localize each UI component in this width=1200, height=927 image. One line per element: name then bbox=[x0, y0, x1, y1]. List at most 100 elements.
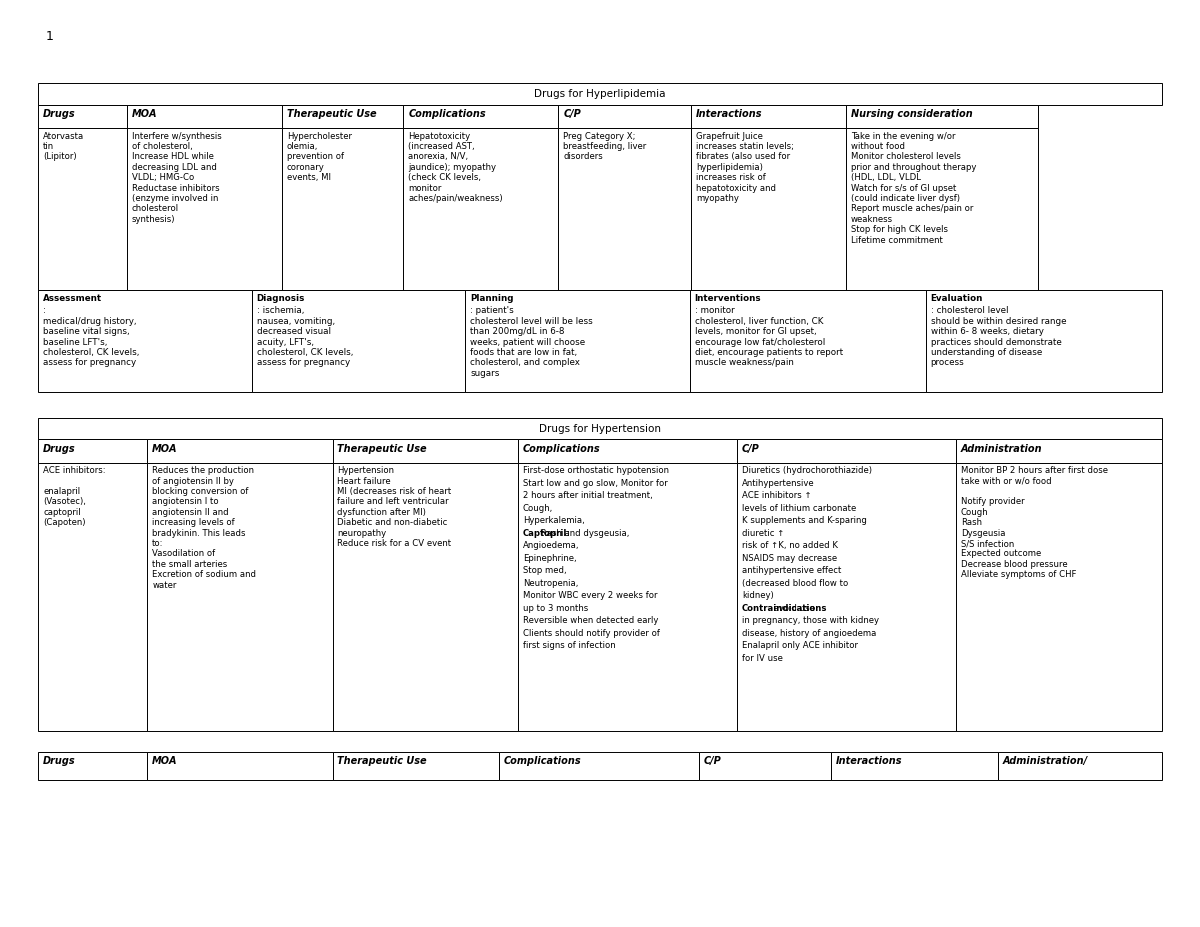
Text: Complications: Complications bbox=[408, 109, 486, 120]
Text: Epinephrine,: Epinephrine, bbox=[523, 554, 576, 563]
Text: Interactions: Interactions bbox=[836, 756, 902, 767]
Bar bbox=[127, 128, 282, 290]
Bar bbox=[499, 752, 698, 780]
Text: MOA: MOA bbox=[152, 444, 178, 454]
Bar bbox=[558, 105, 691, 128]
Bar bbox=[148, 439, 332, 463]
Text: Assessment: Assessment bbox=[43, 294, 102, 303]
Bar bbox=[690, 290, 925, 392]
Text: Administration/: Administration/ bbox=[1002, 756, 1087, 767]
Text: Evaluation: Evaluation bbox=[930, 294, 983, 303]
Bar bbox=[403, 128, 558, 290]
Bar bbox=[518, 463, 737, 731]
Bar bbox=[38, 418, 1162, 439]
Bar bbox=[38, 128, 127, 290]
Text: Drugs: Drugs bbox=[43, 756, 76, 767]
Text: (decreased blood flow to: (decreased blood flow to bbox=[742, 579, 848, 588]
Text: Monitor BP 2 hours after first dose
take with or w/o food

Notify provider
Cough: Monitor BP 2 hours after first dose take… bbox=[961, 466, 1108, 579]
Bar bbox=[846, 105, 1038, 128]
Bar bbox=[148, 463, 332, 731]
Text: K supplements and K-sparing: K supplements and K-sparing bbox=[742, 516, 866, 526]
Text: Monitor WBC every 2 weeks for: Monitor WBC every 2 weeks for bbox=[523, 591, 658, 601]
Text: Nursing consideration: Nursing consideration bbox=[851, 109, 972, 120]
Bar bbox=[148, 752, 332, 780]
Bar bbox=[38, 290, 252, 392]
Text: MOA: MOA bbox=[132, 109, 157, 120]
Bar bbox=[466, 290, 690, 392]
Text: Neutropenia,: Neutropenia, bbox=[523, 579, 578, 588]
Text: Hepatotoxicity
(increased AST,
anorexia, N/V,
jaundice); myopathy
(check CK leve: Hepatotoxicity (increased AST, anorexia,… bbox=[408, 132, 503, 203]
Text: C/P: C/P bbox=[742, 444, 760, 454]
Text: ACE inhibitors ↑: ACE inhibitors ↑ bbox=[742, 491, 811, 501]
Text: Angioedema,: Angioedema, bbox=[523, 541, 580, 551]
Bar bbox=[38, 752, 148, 780]
Text: Complications: Complications bbox=[504, 756, 581, 767]
Text: NSAIDS may decrease: NSAIDS may decrease bbox=[742, 554, 836, 563]
Bar bbox=[925, 290, 1162, 392]
Text: Hypercholester
olemia,
prevention of
coronary
events, MI: Hypercholester olemia, prevention of cor… bbox=[287, 132, 352, 183]
Text: Cough,: Cough, bbox=[523, 504, 553, 513]
Text: Clients should notify provider of: Clients should notify provider of bbox=[523, 629, 660, 638]
Text: Drugs for Hyperlipidemia: Drugs for Hyperlipidemia bbox=[534, 89, 666, 99]
Text: Therapeutic Use: Therapeutic Use bbox=[337, 756, 427, 767]
Bar bbox=[997, 752, 1162, 780]
Text: Complications: Complications bbox=[523, 444, 600, 454]
Text: disease, history of angioedema: disease, history of angioedema bbox=[742, 629, 876, 638]
Bar bbox=[403, 105, 558, 128]
Text: 1: 1 bbox=[46, 30, 54, 43]
Text: diuretic ↑: diuretic ↑ bbox=[742, 529, 785, 538]
Text: C/P: C/P bbox=[703, 756, 721, 767]
Text: Captopril:: Captopril: bbox=[523, 529, 571, 538]
Text: Contraindications: Contraindications bbox=[742, 604, 827, 613]
Bar bbox=[691, 128, 846, 290]
Text: : ischemia,
nausea, vomiting,
decreased visual
acuity, LFT's,
cholesterol, CK le: : ischemia, nausea, vomiting, decreased … bbox=[257, 306, 353, 367]
Bar bbox=[558, 128, 691, 290]
Text: Atorvasta
tin
(Lipitor): Atorvasta tin (Lipitor) bbox=[43, 132, 84, 161]
Bar bbox=[252, 290, 466, 392]
Bar bbox=[737, 439, 956, 463]
Bar bbox=[38, 105, 127, 128]
Text: kidney): kidney) bbox=[742, 591, 774, 601]
Text: Therapeutic Use: Therapeutic Use bbox=[287, 109, 377, 120]
Text: Interventions: Interventions bbox=[695, 294, 761, 303]
Bar bbox=[956, 463, 1162, 731]
Text: up to 3 months: up to 3 months bbox=[523, 604, 588, 613]
Bar bbox=[38, 83, 1162, 105]
Text: : avoid use: : avoid use bbox=[768, 604, 815, 613]
Bar bbox=[38, 439, 148, 463]
Text: Start low and go slow, Monitor for: Start low and go slow, Monitor for bbox=[523, 479, 667, 488]
Bar bbox=[698, 752, 832, 780]
Text: levels of lithium carbonate: levels of lithium carbonate bbox=[742, 504, 856, 513]
Text: Preg Category X;
breastfeeding, liver
disorders: Preg Category X; breastfeeding, liver di… bbox=[563, 132, 647, 161]
Text: Stop med,: Stop med, bbox=[523, 566, 566, 576]
Text: ACE inhibitors:

enalapril
(Vasotec),
captopril
(Capoten): ACE inhibitors: enalapril (Vasotec), cap… bbox=[43, 466, 106, 527]
Bar bbox=[332, 752, 499, 780]
Text: Drugs for Hypertension: Drugs for Hypertension bbox=[539, 424, 661, 434]
Bar bbox=[832, 752, 997, 780]
Text: First-dose orthostatic hypotension: First-dose orthostatic hypotension bbox=[523, 466, 668, 476]
Text: first signs of infection: first signs of infection bbox=[523, 641, 616, 651]
Text: Hyperkalemia,: Hyperkalemia, bbox=[523, 516, 584, 526]
Text: C/P: C/P bbox=[563, 109, 581, 120]
Text: MOA: MOA bbox=[152, 756, 178, 767]
Text: antihypertensive effect: antihypertensive effect bbox=[742, 566, 841, 576]
Text: Grapefruit Juice
increases statin levels;
fibrates (also used for
hyperlipidemia: Grapefruit Juice increases statin levels… bbox=[696, 132, 793, 203]
Text: 2 hours after initial treatment,: 2 hours after initial treatment, bbox=[523, 491, 653, 501]
Bar bbox=[332, 439, 518, 463]
Text: Diagnosis: Diagnosis bbox=[257, 294, 305, 303]
Text: Drugs: Drugs bbox=[43, 109, 76, 120]
Text: Enalapril only ACE inhibitor: Enalapril only ACE inhibitor bbox=[742, 641, 858, 651]
Bar bbox=[332, 463, 518, 731]
Text: :
medical/drug history,
baseline vital signs,
baseline LFT's,
cholesterol, CK le: : medical/drug history, baseline vital s… bbox=[43, 306, 139, 367]
Text: Planning: Planning bbox=[470, 294, 514, 303]
Text: Therapeutic Use: Therapeutic Use bbox=[337, 444, 427, 454]
Text: Reversible when detected early: Reversible when detected early bbox=[523, 616, 658, 626]
Bar bbox=[846, 128, 1038, 290]
Text: Reduces the production
of angiotensin II by
blocking conversion of
angiotensin I: Reduces the production of angiotensin II… bbox=[152, 466, 256, 590]
Bar bbox=[282, 128, 403, 290]
Bar bbox=[127, 105, 282, 128]
Text: : cholesterol level
should be within desired range
within 6- 8 weeks, dietary
pr: : cholesterol level should be within des… bbox=[930, 306, 1066, 367]
Text: Take in the evening w/or
without food
Monitor cholesterol levels
prior and throu: Take in the evening w/or without food Mo… bbox=[851, 132, 976, 245]
Text: : monitor
cholesterol, liver function, CK
levels, monitor for GI upset,
encourag: : monitor cholesterol, liver function, C… bbox=[695, 306, 842, 367]
Text: Interfere w/synthesis
of cholesterol,
Increase HDL while
decreasing LDL and
VLDL: Interfere w/synthesis of cholesterol, In… bbox=[132, 132, 222, 223]
